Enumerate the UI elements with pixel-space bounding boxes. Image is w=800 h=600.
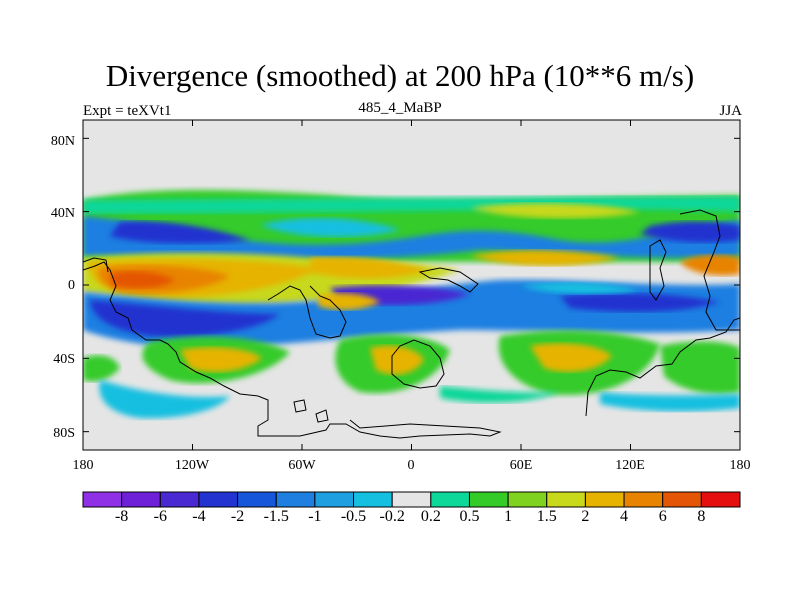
field-band-positive-lower	[83, 196, 740, 214]
colorbar-swatch	[121, 491, 161, 508]
colorbar-label: 1	[504, 508, 513, 525]
y-tick-label: 0	[68, 278, 75, 293]
coastline-south-island	[391, 339, 445, 389]
x-tick-label: 120W	[174, 458, 210, 473]
coastline-west-continent	[83, 261, 502, 439]
y-tick-label: 40N	[50, 206, 75, 221]
coastline-east-islands	[679, 209, 740, 331]
field-core-negative-east	[640, 221, 740, 243]
x-tick-label: 180	[72, 458, 94, 473]
colorbar-label: -0.2	[379, 508, 405, 525]
y-tick-label: 80N	[50, 134, 75, 149]
colorbar-swatch	[391, 491, 432, 508]
colorbar	[82, 491, 741, 508]
x-tick-label: 60E	[509, 458, 533, 473]
colorbar-swatch	[82, 491, 123, 508]
field-lobe-positive-north	[470, 203, 640, 219]
colorbar-swatch	[507, 491, 548, 508]
field-band-negative-north	[83, 216, 740, 260]
colorbar-swatch	[198, 491, 239, 508]
colorbar-label: -4	[192, 508, 206, 525]
field-core-negative-south-east	[560, 293, 720, 312]
field-tail-negative-south-east	[600, 392, 740, 412]
colorbar-swatch	[237, 491, 277, 508]
colorbar-swatch	[700, 491, 741, 508]
field-blob-positive-far-east	[660, 341, 740, 395]
coastline-far-east-continent	[585, 317, 740, 417]
coastline-west-arc	[83, 257, 109, 273]
colorbar-label: 0.5	[459, 508, 480, 525]
coastline-central-land	[267, 285, 347, 339]
colorbar-label: 8	[697, 508, 706, 525]
field-lobe-negative-south-east	[520, 282, 640, 295]
colorbar-swatch	[159, 491, 200, 508]
divergence-field	[83, 190, 740, 419]
colorbar-label: -0.5	[340, 508, 367, 525]
colorbar-swatch	[353, 491, 393, 508]
coastline-islet-b	[315, 409, 329, 423]
colorbar-swatch	[468, 491, 509, 508]
field-peak-positive-equatorial	[110, 271, 175, 289]
field-lobe-positive-south	[318, 293, 380, 311]
coastline-east-margin	[649, 239, 667, 301]
map-subtitle: 485_4_MaBP	[358, 100, 442, 116]
field-blob-positive-south-east-core	[530, 343, 612, 372]
colorbar-swatch	[662, 491, 702, 508]
field-tail-positive-south-east	[440, 386, 560, 403]
experiment-label: Expt = teXVt1	[83, 103, 172, 119]
colorbar-label: -8	[114, 508, 129, 525]
colorbar-swatch	[275, 491, 316, 508]
colorbar-label: -1.5	[263, 508, 289, 525]
colorbar-label: -6	[153, 508, 167, 525]
colorbar-swatch	[623, 491, 664, 508]
field-patch-positive-east-b	[680, 254, 740, 276]
colorbar-label: 4	[620, 508, 629, 525]
colorbar-swatch	[584, 491, 625, 508]
field-blob-positive-south-central-core	[370, 345, 424, 375]
x-tick-label: 60W	[288, 458, 316, 473]
field-patch-positive-central	[310, 256, 430, 279]
coastline-eastern-continent	[418, 267, 479, 293]
colorbar-label: 2	[581, 508, 590, 525]
x-tick-label: 180	[729, 458, 751, 473]
season-label: JJA	[719, 103, 742, 119]
x-tick-label: 0	[407, 458, 415, 473]
colorbar-swatch	[314, 491, 355, 508]
colorbar-label: -1	[308, 508, 322, 525]
field-tail-negative-south	[99, 380, 230, 419]
colorbar-label: 6	[658, 508, 667, 525]
axis-ticks	[82, 120, 741, 450]
x-tick-label: 120E	[615, 458, 645, 473]
colorbar-label: 1.5	[536, 508, 557, 525]
field-core-negative-north-west	[110, 221, 250, 244]
paleo-coastlines	[83, 209, 740, 439]
field-core-negative-south	[90, 300, 280, 337]
map-title: Divergence (smoothed) at 200 hPa (10**6 …	[105, 58, 695, 93]
colorbar-swatch	[546, 491, 586, 508]
coastline-islet-a	[293, 399, 307, 413]
colorbar-label: 0.2	[420, 508, 441, 525]
field-blob-positive-south-west-core	[180, 347, 262, 373]
field-lobe-negative-mid	[260, 217, 400, 237]
y-tick-label: 40S	[53, 352, 75, 367]
y-tick-label: 80S	[53, 426, 75, 441]
field-blob-positive-far-west	[83, 355, 120, 382]
colorbar-swatch	[430, 491, 470, 508]
colorbar-label: -2	[230, 508, 245, 525]
field-patch-positive-east-a	[470, 250, 620, 266]
